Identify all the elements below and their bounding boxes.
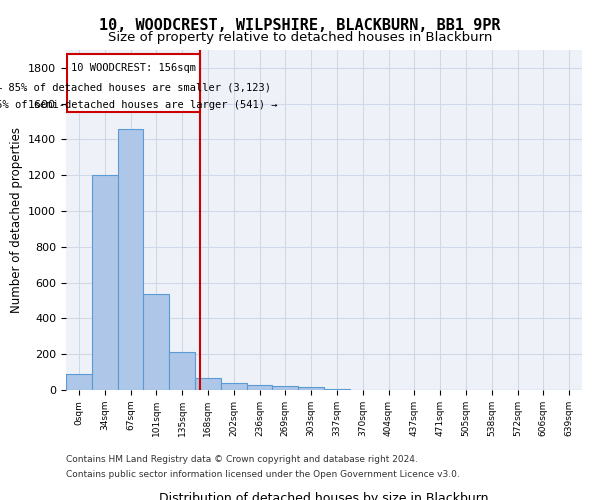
- Text: 10 WOODCREST: 156sqm: 10 WOODCREST: 156sqm: [71, 63, 196, 73]
- Bar: [272, 386, 298, 390]
- Y-axis label: Number of detached properties: Number of detached properties: [10, 127, 23, 313]
- Text: Contains HM Land Registry data © Crown copyright and database right 2024.: Contains HM Land Registry data © Crown c…: [66, 455, 418, 464]
- FancyBboxPatch shape: [67, 54, 200, 112]
- Bar: [169, 352, 195, 390]
- Bar: [324, 389, 350, 390]
- X-axis label: Distribution of detached houses by size in Blackburn: Distribution of detached houses by size …: [159, 492, 489, 500]
- Text: ← 85% of detached houses are smaller (3,123): ← 85% of detached houses are smaller (3,…: [0, 82, 271, 92]
- Bar: [221, 383, 247, 390]
- Text: Size of property relative to detached houses in Blackburn: Size of property relative to detached ho…: [108, 31, 492, 44]
- Bar: [247, 384, 272, 390]
- Bar: [143, 294, 169, 390]
- Text: 15% of semi-detached houses are larger (541) →: 15% of semi-detached houses are larger (…: [0, 100, 277, 110]
- Text: Contains public sector information licensed under the Open Government Licence v3: Contains public sector information licen…: [66, 470, 460, 479]
- Bar: [66, 374, 92, 390]
- Bar: [195, 378, 221, 390]
- Bar: [298, 388, 324, 390]
- Text: 10, WOODCREST, WILPSHIRE, BLACKBURN, BB1 9PR: 10, WOODCREST, WILPSHIRE, BLACKBURN, BB1…: [99, 18, 501, 32]
- Bar: [92, 176, 118, 390]
- Bar: [118, 128, 143, 390]
